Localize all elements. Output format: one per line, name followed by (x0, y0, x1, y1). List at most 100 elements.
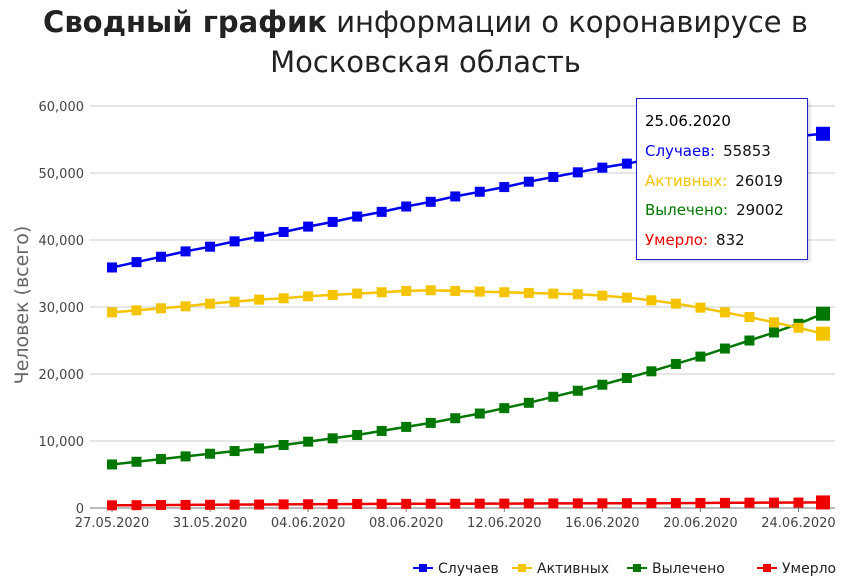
data-point[interactable] (695, 351, 706, 362)
data-point[interactable] (695, 497, 706, 508)
data-point[interactable] (131, 305, 142, 316)
legend-label[interactable]: Активных (537, 561, 609, 577)
data-point[interactable] (254, 294, 265, 305)
data-point[interactable] (352, 498, 363, 509)
data-point[interactable] (401, 421, 412, 432)
data-point[interactable] (474, 408, 485, 419)
data-point[interactable] (621, 292, 632, 303)
data-point[interactable] (474, 498, 485, 509)
data-point[interactable] (376, 206, 387, 217)
data-point[interactable] (572, 167, 583, 178)
data-point[interactable] (303, 499, 314, 510)
data-point[interactable] (131, 456, 142, 467)
data-point[interactable] (180, 246, 191, 257)
data-point[interactable] (499, 403, 510, 414)
data-point[interactable] (327, 216, 338, 227)
data-point[interactable] (646, 366, 657, 377)
data-point[interactable] (719, 343, 730, 354)
data-point[interactable] (352, 211, 363, 222)
legend-label[interactable]: Умерло (782, 561, 836, 577)
data-point[interactable] (572, 498, 583, 509)
data-point[interactable] (523, 498, 534, 509)
data-point[interactable] (180, 451, 191, 462)
data-point[interactable] (425, 417, 436, 428)
data-point[interactable] (646, 498, 657, 509)
data-point[interactable] (180, 499, 191, 510)
data-point[interactable] (303, 221, 314, 232)
data-point[interactable] (816, 326, 830, 341)
data-point[interactable] (572, 289, 583, 300)
data-point[interactable] (646, 295, 657, 306)
data-point[interactable] (597, 379, 608, 390)
data-point[interactable] (278, 499, 289, 510)
data-point[interactable] (376, 425, 387, 436)
data-point[interactable] (327, 499, 338, 510)
data-point[interactable] (670, 498, 681, 509)
data-point[interactable] (107, 459, 117, 470)
data-point[interactable] (548, 391, 559, 402)
data-point[interactable] (523, 176, 534, 187)
data-point[interactable] (474, 186, 485, 197)
data-point[interactable] (572, 385, 583, 396)
data-point[interactable] (670, 298, 681, 309)
data-point[interactable] (401, 285, 412, 296)
data-point[interactable] (744, 335, 755, 346)
data-point[interactable] (131, 257, 142, 268)
data-point[interactable] (548, 288, 559, 299)
data-point[interactable] (156, 303, 167, 314)
data-point[interactable] (278, 293, 289, 304)
data-point[interactable] (816, 126, 830, 141)
data-point[interactable] (254, 499, 265, 510)
data-point[interactable] (303, 436, 314, 447)
data-point[interactable] (180, 301, 191, 312)
data-point[interactable] (107, 307, 117, 318)
data-point[interactable] (229, 499, 240, 510)
data-point[interactable] (278, 226, 289, 237)
data-point[interactable] (474, 286, 485, 297)
data-point[interactable] (768, 497, 779, 508)
data-point[interactable] (548, 172, 559, 183)
data-point[interactable] (621, 373, 632, 384)
data-point[interactable] (205, 499, 216, 510)
data-point[interactable] (278, 440, 289, 451)
data-point[interactable] (229, 446, 240, 457)
data-point[interactable] (597, 290, 608, 301)
data-point[interactable] (816, 306, 830, 321)
data-point[interactable] (548, 498, 559, 509)
data-point[interactable] (425, 498, 436, 509)
data-point[interactable] (621, 158, 632, 169)
data-point[interactable] (744, 312, 755, 323)
data-point[interactable] (327, 433, 338, 444)
data-point[interactable] (523, 397, 534, 408)
data-point[interactable] (401, 201, 412, 212)
data-point[interactable] (719, 307, 730, 318)
data-point[interactable] (450, 498, 461, 509)
data-point[interactable] (229, 236, 240, 247)
legend-label[interactable]: Случаев (438, 561, 499, 577)
data-point[interactable] (499, 287, 510, 298)
data-point[interactable] (597, 498, 608, 509)
data-point[interactable] (793, 497, 804, 508)
data-point[interactable] (205, 298, 216, 309)
data-point[interactable] (744, 497, 755, 508)
data-point[interactable] (450, 413, 461, 424)
data-point[interactable] (303, 291, 314, 302)
data-point[interactable] (376, 498, 387, 509)
data-point[interactable] (156, 251, 167, 262)
data-point[interactable] (107, 262, 117, 273)
data-point[interactable] (425, 196, 436, 207)
data-point[interactable] (499, 498, 510, 509)
data-point[interactable] (670, 358, 681, 369)
data-point[interactable] (768, 317, 779, 328)
data-point[interactable] (376, 287, 387, 298)
data-point[interactable] (131, 500, 142, 511)
data-point[interactable] (156, 500, 167, 511)
legend-label[interactable]: Вылечено (652, 561, 725, 577)
data-point[interactable] (254, 443, 265, 454)
data-point[interactable] (425, 285, 436, 296)
data-point[interactable] (793, 322, 804, 333)
data-point[interactable] (229, 296, 240, 307)
data-point[interactable] (205, 241, 216, 252)
data-point[interactable] (352, 288, 363, 299)
data-point[interactable] (621, 498, 632, 509)
